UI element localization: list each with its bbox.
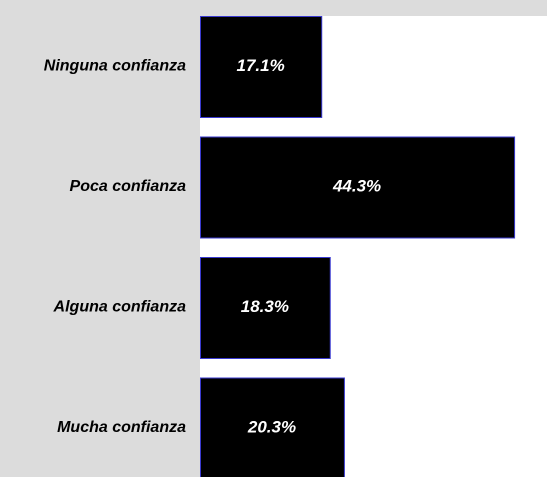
value-label: 17.1% bbox=[237, 56, 285, 75]
category-label: Poca confianza bbox=[70, 178, 187, 195]
bar bbox=[200, 136, 516, 239]
value-label: 44.3% bbox=[332, 176, 381, 195]
label-panel bbox=[0, 0, 200, 477]
bar bbox=[200, 257, 331, 359]
category-label: Ninguna confianza bbox=[44, 58, 186, 75]
category-label: Alguna confianza bbox=[53, 299, 187, 316]
bar bbox=[200, 16, 323, 118]
category-label: Mucha confianza bbox=[57, 419, 186, 436]
value-label: 20.3% bbox=[247, 417, 296, 436]
bar bbox=[200, 377, 345, 477]
value-label: 18.3% bbox=[241, 297, 289, 316]
